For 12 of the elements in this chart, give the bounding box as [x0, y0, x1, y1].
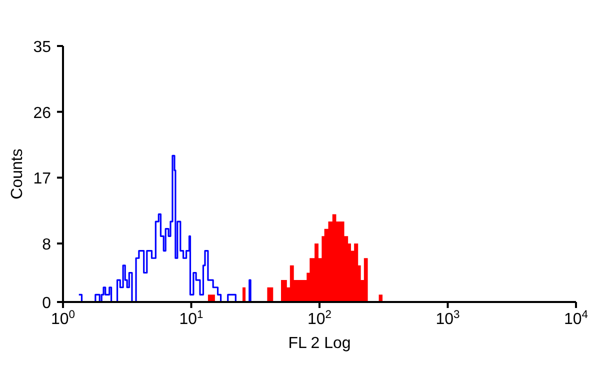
- y-tick-label: 8: [42, 236, 52, 254]
- y-tick-label: 0: [42, 295, 52, 312]
- y-axis-title: Counts: [9, 148, 26, 200]
- y-tick-label: 35: [33, 39, 52, 56]
- x-tick-label: 10$^{0}$: [50, 309, 76, 328]
- x-tick-label: 10$^{3}$: [436, 309, 460, 328]
- x-tick-label: 10$^{1}$: [179, 309, 204, 328]
- y-tick-label: 26: [33, 104, 52, 122]
- x-tick-label: 10$^{4}$: [564, 309, 588, 328]
- y-tick-label: 17: [33, 170, 52, 188]
- x-tick-label: 10$^{2}$: [307, 309, 332, 328]
- x-axis-title: FL 2 Log: [288, 335, 351, 352]
